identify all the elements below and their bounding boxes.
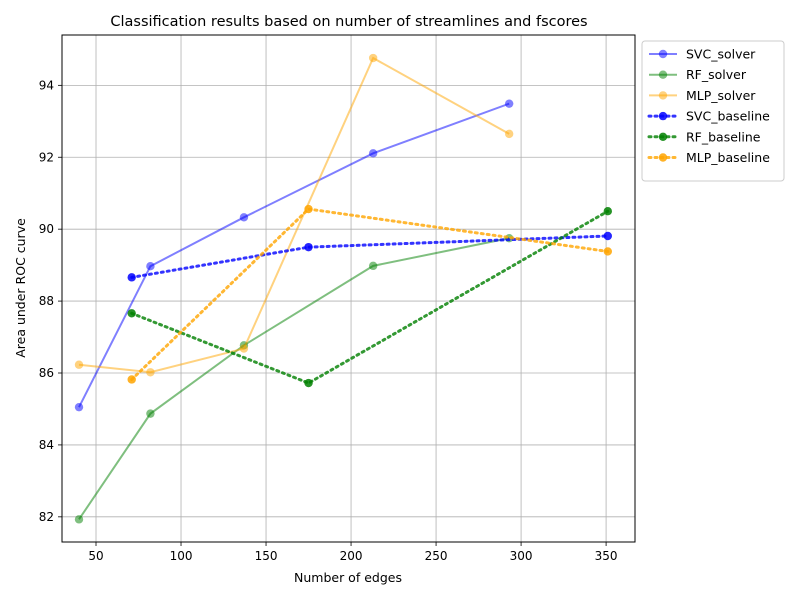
y-axis-title: Area under ROC curve <box>13 218 28 358</box>
series-line-mlp-baseline <box>130 207 610 381</box>
series-line-svc-solver <box>78 102 510 408</box>
legend-box <box>641 40 785 182</box>
data-point-svc-baseline <box>603 231 612 241</box>
plot-frame <box>61 34 636 543</box>
legend: SVC_solver RF_solver MLP_solver SVC_baselin… <box>641 40 785 182</box>
data-point-svc-solver <box>146 262 155 271</box>
axis-ticks: 50 100 150 200 250 300 350 82 84 86 88 90 92 94 <box>39 78 618 563</box>
y-tick-label: 90 <box>39 222 54 236</box>
x-tick-label: 350 <box>595 549 618 563</box>
series-line-mlp-solver <box>78 56 510 374</box>
data-point-svc-baseline <box>304 242 313 252</box>
x-tick-label: 250 <box>425 549 448 563</box>
legend-marker-svc-baseline <box>658 111 668 121</box>
y-tick-label: 88 <box>39 294 54 308</box>
x-axis-title: Number of edges <box>294 570 402 585</box>
legend-marker-mlp-baseline <box>658 153 668 162</box>
data-point-mlp-solver <box>146 368 155 377</box>
legend-label-mlp-solver: MLP_solver <box>686 88 756 103</box>
data-point-rf-baseline <box>127 309 136 318</box>
y-tick-label: 86 <box>39 366 54 380</box>
x-tick-label: 200 <box>340 549 363 563</box>
data-point-svc-baseline <box>127 273 136 282</box>
data-point-rf-solver <box>74 515 84 524</box>
data-point-rf-solver <box>146 409 155 418</box>
data-point-mlp-solver <box>239 344 249 353</box>
series-mlp-solver <box>74 53 514 377</box>
data-point-svc-solver <box>74 402 84 412</box>
series-layer <box>74 53 612 524</box>
x-tick-label: 300 <box>510 549 533 563</box>
data-point-mlp-baseline <box>127 375 136 384</box>
legend-marker-rf-solver <box>658 70 668 79</box>
legend-label-svc-baseline: SVC_baseline <box>686 109 770 124</box>
legend-label-rf-baseline: RF_baseline <box>686 129 761 144</box>
data-point-mlp-baseline <box>603 247 612 256</box>
data-point-mlp-solver <box>368 53 378 63</box>
series-line-rf-baseline <box>130 209 610 385</box>
data-point-mlp-baseline <box>304 204 313 214</box>
legend-marker-rf-baseline <box>658 132 668 141</box>
x-tick-label: 100 <box>170 549 193 563</box>
series-svc-solver <box>74 99 514 412</box>
data-point-rf-baseline <box>304 378 313 388</box>
grid <box>62 35 635 542</box>
data-point-rf-baseline <box>603 206 612 216</box>
x-tick-label: 150 <box>255 549 278 563</box>
data-point-mlp-solver <box>74 360 84 369</box>
y-tick-label: 92 <box>39 150 54 164</box>
x-tick-label: 50 <box>88 549 103 563</box>
y-tick-label: 94 <box>39 78 54 92</box>
legend-marker-svc-solver <box>658 49 668 59</box>
series-rf-baseline <box>127 206 612 388</box>
data-point-svc-solver <box>504 99 514 108</box>
y-tick-label: 82 <box>39 510 54 524</box>
series-svc-baseline <box>127 231 612 282</box>
legend-label-svc-solver: SVC_solver <box>686 47 756 62</box>
y-tick-label: 84 <box>39 438 54 452</box>
data-point-svc-solver <box>368 149 378 158</box>
chart-title: Classification results based on number o… <box>110 14 587 30</box>
legend-label-rf-solver: RF_solver <box>686 67 747 82</box>
data-point-mlp-solver <box>504 129 514 139</box>
data-point-rf-solver <box>368 261 378 271</box>
legend-marker-mlp-solver <box>658 91 668 100</box>
series-mlp-baseline <box>127 204 612 384</box>
legend-label-mlp-baseline: MLP_baseline <box>686 150 770 165</box>
data-point-svc-solver <box>239 213 249 222</box>
